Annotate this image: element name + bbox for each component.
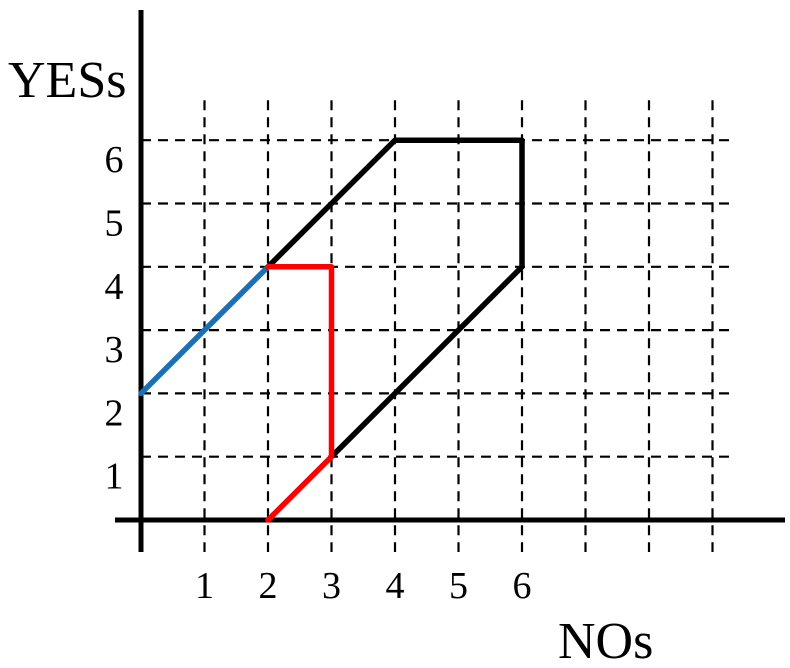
axes <box>115 10 785 552</box>
series-line-2 <box>265 137 525 460</box>
x-tick-label: 1 <box>195 565 214 607</box>
x-tick-label: 5 <box>449 565 468 607</box>
series-line-3 <box>265 264 335 523</box>
y-tick-label: 5 <box>105 203 124 245</box>
x-tick-label: 4 <box>386 565 405 607</box>
x-tick-label: 2 <box>259 565 278 607</box>
series-lines <box>138 137 525 523</box>
x-tick-label: 6 <box>513 565 532 607</box>
tick-labels: 1 2 3 4 5 6 1 2 3 4 5 6 <box>105 139 532 607</box>
x-tick-label: 3 <box>322 565 341 607</box>
x-axis-title: NOs <box>558 613 653 668</box>
series-line-1 <box>138 264 271 397</box>
y-tick-label: 1 <box>105 456 124 498</box>
y-tick-label: 4 <box>105 266 124 308</box>
grid <box>141 100 735 552</box>
y-tick-label: 2 <box>105 392 124 434</box>
y-tick-label: 3 <box>105 329 124 371</box>
y-tick-label: 6 <box>105 139 124 181</box>
y-axis-title: YESs <box>8 52 126 109</box>
